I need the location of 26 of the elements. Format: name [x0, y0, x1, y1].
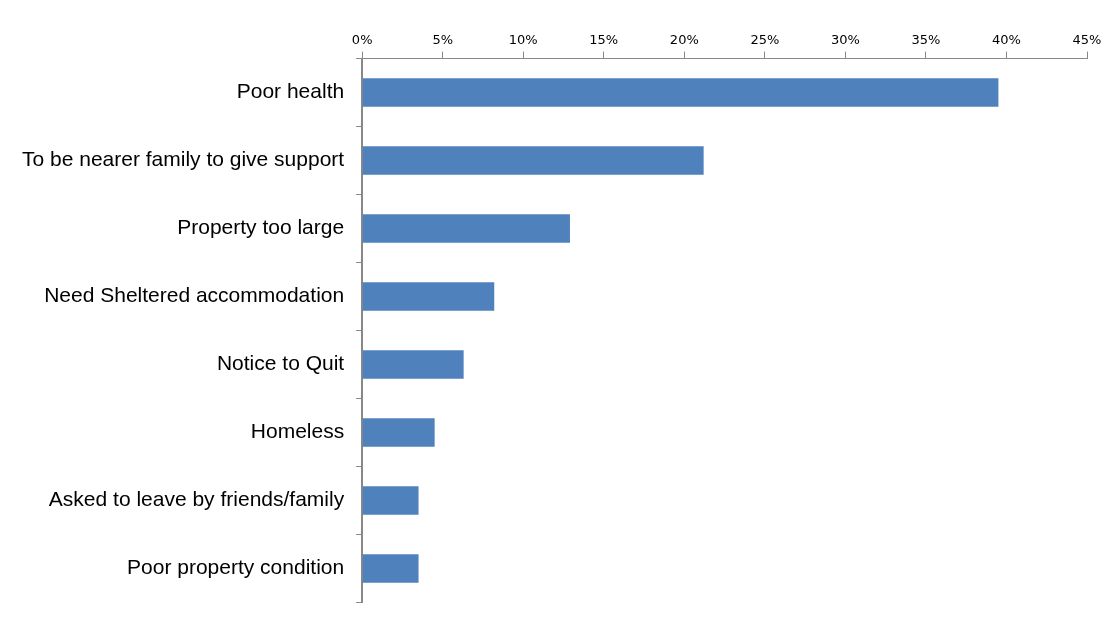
bar — [362, 486, 419, 515]
y-tick-label: Poor property condition — [127, 555, 345, 579]
x-tick-label: 45% — [1072, 32, 1102, 48]
y-tick-label: Need Sheltered accommodation — [44, 283, 345, 307]
y-tick-label: Asked to leave by friends/family — [48, 487, 345, 511]
bar — [362, 554, 419, 583]
y-tick-label: Notice to Quit — [216, 351, 345, 375]
y-tick-label: Property too large — [177, 215, 345, 239]
bar — [362, 350, 464, 379]
x-tick-label: 20% — [669, 32, 699, 48]
bar — [362, 418, 435, 447]
bar — [362, 282, 495, 311]
bar — [362, 78, 999, 107]
x-tick-label: 15% — [589, 32, 619, 48]
bar — [362, 146, 704, 175]
y-tick-label: To be nearer family to give support — [22, 147, 345, 171]
x-tick-label: 30% — [830, 32, 860, 48]
x-tick-label: 25% — [750, 32, 780, 48]
x-tick-label: 5% — [432, 32, 454, 48]
x-tick-label: 0% — [351, 32, 373, 48]
x-tick-label: 35% — [911, 32, 941, 48]
x-tick-label: 40% — [992, 32, 1021, 48]
y-tick-label: Poor health — [236, 79, 345, 103]
y-tick-label: Homeless — [250, 419, 345, 443]
bar — [362, 214, 570, 243]
x-tick-label: 10% — [508, 32, 538, 48]
